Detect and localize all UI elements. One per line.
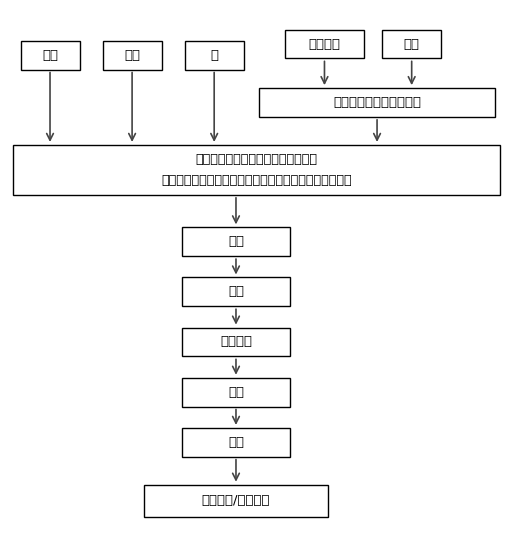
FancyBboxPatch shape bbox=[21, 41, 80, 70]
Text: 水泥: 水泥 bbox=[42, 48, 58, 62]
Text: 拌和（乳化沥青混合料）: 拌和（乳化沥青混合料） bbox=[333, 96, 421, 109]
Text: 摊铺: 摊铺 bbox=[228, 285, 244, 299]
Text: 一次拌和（水泥、砂和矿粉混合料）: 一次拌和（水泥、砂和矿粉混合料） bbox=[195, 153, 318, 167]
FancyBboxPatch shape bbox=[285, 30, 364, 58]
Text: 运输: 运输 bbox=[228, 235, 244, 248]
Text: 养生: 养生 bbox=[228, 385, 244, 399]
FancyBboxPatch shape bbox=[259, 88, 495, 117]
Text: 初步碾压: 初步碾压 bbox=[220, 335, 252, 349]
FancyBboxPatch shape bbox=[144, 485, 328, 517]
FancyBboxPatch shape bbox=[182, 378, 290, 407]
Text: 二次拌和（水泥、砂和矿粉混合料与乳化沥青混合料浆）: 二次拌和（水泥、砂和矿粉混合料与乳化沥青混合料浆） bbox=[161, 174, 352, 187]
Text: 碾压: 碾压 bbox=[228, 436, 244, 449]
FancyBboxPatch shape bbox=[13, 145, 500, 195]
FancyBboxPatch shape bbox=[182, 428, 290, 457]
FancyBboxPatch shape bbox=[182, 277, 290, 306]
Text: 乳化沥青: 乳化沥青 bbox=[308, 37, 341, 51]
Text: 砂: 砂 bbox=[210, 48, 218, 62]
FancyBboxPatch shape bbox=[382, 30, 441, 58]
FancyBboxPatch shape bbox=[182, 328, 290, 356]
FancyBboxPatch shape bbox=[185, 41, 244, 70]
Text: 集料: 集料 bbox=[404, 37, 420, 51]
FancyBboxPatch shape bbox=[182, 227, 290, 256]
Text: 矿粉: 矿粉 bbox=[124, 48, 140, 62]
Text: 开放交通/初期养护: 开放交通/初期养护 bbox=[202, 494, 270, 507]
FancyBboxPatch shape bbox=[103, 41, 162, 70]
